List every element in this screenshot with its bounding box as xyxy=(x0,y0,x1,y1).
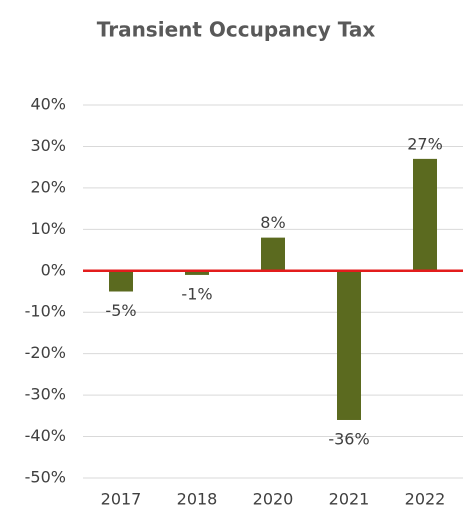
bar xyxy=(109,270,133,292)
y-tick-label: -40% xyxy=(25,426,66,445)
y-tick-label: 20% xyxy=(30,177,66,196)
data-label: 27% xyxy=(407,134,443,153)
y-tick-label: -10% xyxy=(25,302,66,321)
y-tick-label: 10% xyxy=(30,219,66,238)
data-label: -1% xyxy=(181,284,212,303)
y-tick-label: -30% xyxy=(25,385,66,404)
bar xyxy=(337,270,361,420)
data-label: 8% xyxy=(260,213,285,232)
y-tick-label: 30% xyxy=(30,136,66,155)
y-tick-label: 40% xyxy=(30,95,66,114)
y-tick-label: -50% xyxy=(25,468,66,487)
bar xyxy=(261,237,285,271)
x-tick-label: 2021 xyxy=(329,490,370,509)
y-tick-label: 0% xyxy=(41,260,66,279)
y-tick-label: -20% xyxy=(25,343,66,362)
data-label: -36% xyxy=(328,429,369,448)
x-tick-label: 2020 xyxy=(253,490,294,509)
chart-title: Transient Occupancy Tax xyxy=(97,18,376,42)
data-label: -5% xyxy=(105,301,136,320)
x-tick-label: 2017 xyxy=(101,490,142,509)
bar xyxy=(185,270,209,275)
bar xyxy=(413,158,437,271)
x-tick-label: 2022 xyxy=(405,490,446,509)
x-tick-label: 2018 xyxy=(177,490,218,509)
